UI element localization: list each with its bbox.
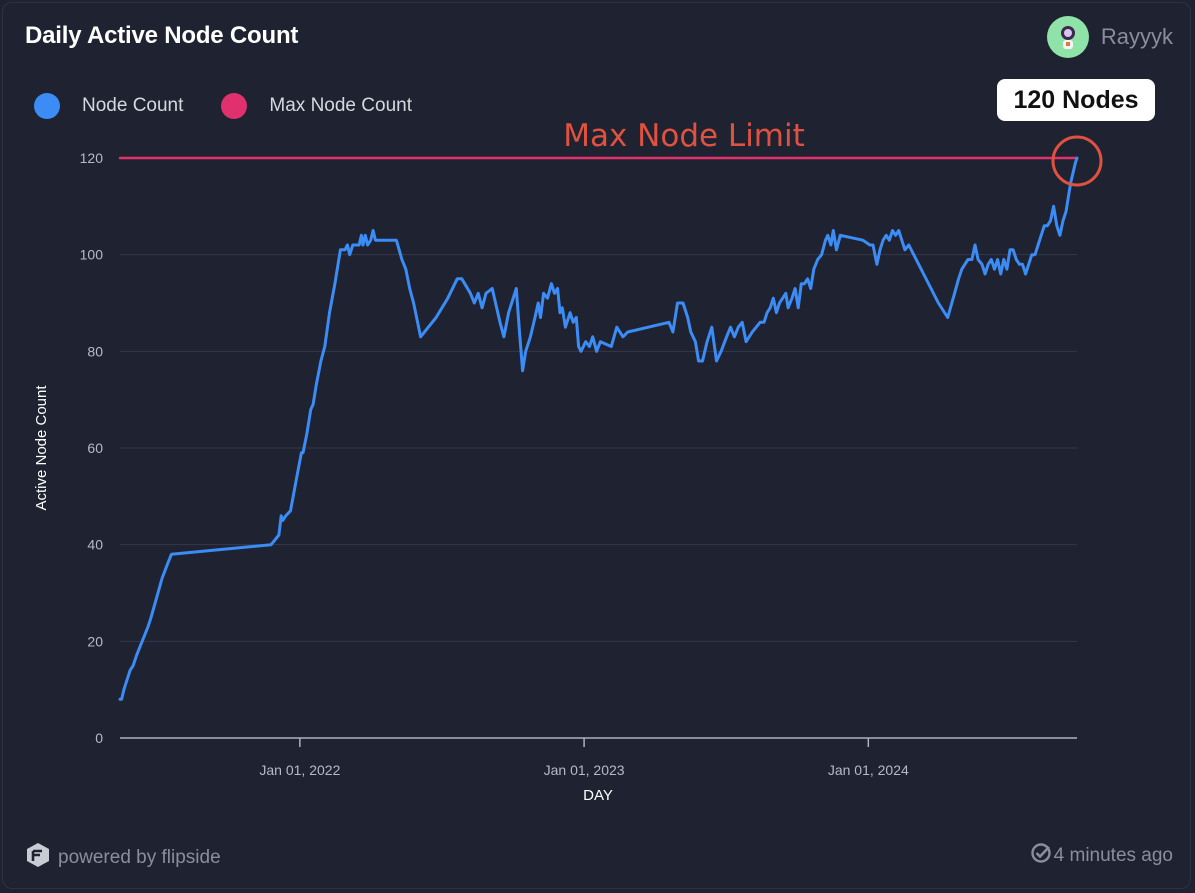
y-tick-label: 40 <box>87 537 103 553</box>
username[interactable]: Rayyyk <box>1100 24 1173 49</box>
y-tick-label: 100 <box>80 247 104 263</box>
x-axis-title: DAY <box>583 787 613 804</box>
x-tick-label: Jan 01, 2024 <box>828 762 909 778</box>
max-node-limit-label: Max Node Limit <box>563 118 805 154</box>
y-axis-title: Active Node Count <box>33 385 50 511</box>
node-count-badge: 120 Nodes <box>997 79 1155 121</box>
legend-label-max-node-count: Max Node Count <box>269 95 412 116</box>
legend-label-node-count: Node Count <box>82 95 184 116</box>
user-chip[interactable]: Rayyyk <box>1046 16 1173 58</box>
x-tick-label: Jan 01, 2022 <box>259 762 340 778</box>
y-tick-label: 80 <box>87 343 103 359</box>
node-count-line[interactable] <box>118 156 1079 701</box>
limit-highlight-circle <box>1051 135 1103 187</box>
legend-item-node-count[interactable]: Node Count <box>34 93 183 119</box>
flipside-logo-icon <box>26 842 50 874</box>
y-tick-label: 60 <box>87 440 103 456</box>
chart-title: Daily Active Node Count <box>25 22 299 49</box>
y-tick-label: 0 <box>95 730 103 746</box>
last-updated: 4 minutes ago <box>1030 842 1173 870</box>
legend-swatch-max-node-count <box>221 93 248 119</box>
y-tick-label: 20 <box>87 633 103 649</box>
x-axis: Jan 01, 2022 Jan 01, 2023 Jan 01, 2024 <box>120 737 1077 778</box>
chart-legend: Node Count Max Node Count <box>34 93 450 119</box>
y-axis-ticks: 0 20 40 60 80 100 120 <box>80 150 104 746</box>
powered-by-text: powered by flipside <box>58 847 221 868</box>
legend-item-max-node-count[interactable]: Max Node Count <box>221 93 412 119</box>
refresh-check-icon <box>1030 842 1052 870</box>
gridlines <box>120 157 1077 642</box>
y-tick-label: 120 <box>80 150 104 166</box>
astronaut-avatar-icon <box>1046 16 1089 58</box>
powered-by-flipside[interactable]: powered by flipside <box>26 842 221 874</box>
x-tick-label: Jan 01, 2023 <box>544 762 625 778</box>
series-layer <box>118 156 1079 701</box>
legend-swatch-node-count <box>34 93 60 119</box>
last-updated-text: 4 minutes ago <box>1053 845 1173 866</box>
